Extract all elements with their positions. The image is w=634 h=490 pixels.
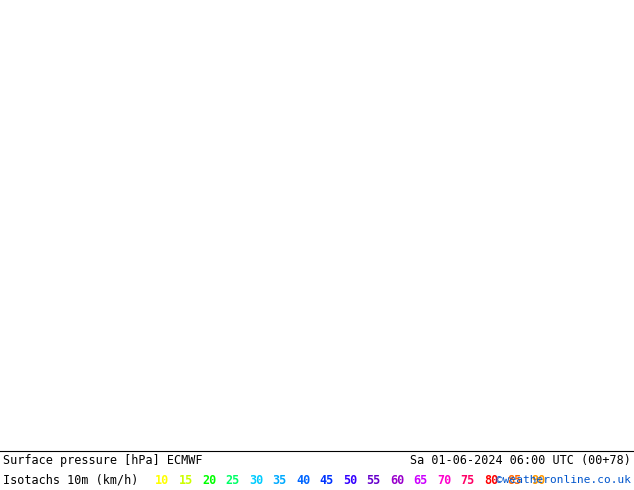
Text: 55: 55 xyxy=(366,473,381,487)
Text: 70: 70 xyxy=(437,473,451,487)
Text: 50: 50 xyxy=(343,473,357,487)
Text: 20: 20 xyxy=(202,473,216,487)
Text: 90: 90 xyxy=(531,473,545,487)
Text: Sa 01-06-2024 06:00 UTC (00+78): Sa 01-06-2024 06:00 UTC (00+78) xyxy=(410,454,631,467)
Text: 25: 25 xyxy=(226,473,240,487)
Text: 10: 10 xyxy=(155,473,169,487)
Text: 40: 40 xyxy=(296,473,310,487)
Text: 15: 15 xyxy=(179,473,193,487)
Text: 60: 60 xyxy=(390,473,404,487)
Text: ©weatheronline.co.uk: ©weatheronline.co.uk xyxy=(496,475,631,485)
Text: 35: 35 xyxy=(273,473,287,487)
Text: 45: 45 xyxy=(320,473,333,487)
Text: 80: 80 xyxy=(484,473,498,487)
Text: 75: 75 xyxy=(460,473,475,487)
Text: 30: 30 xyxy=(249,473,263,487)
Text: 65: 65 xyxy=(413,473,428,487)
Text: Isotachs 10m (km/h): Isotachs 10m (km/h) xyxy=(3,473,138,487)
Text: 85: 85 xyxy=(507,473,522,487)
Text: Surface pressure [hPa] ECMWF: Surface pressure [hPa] ECMWF xyxy=(3,454,202,467)
